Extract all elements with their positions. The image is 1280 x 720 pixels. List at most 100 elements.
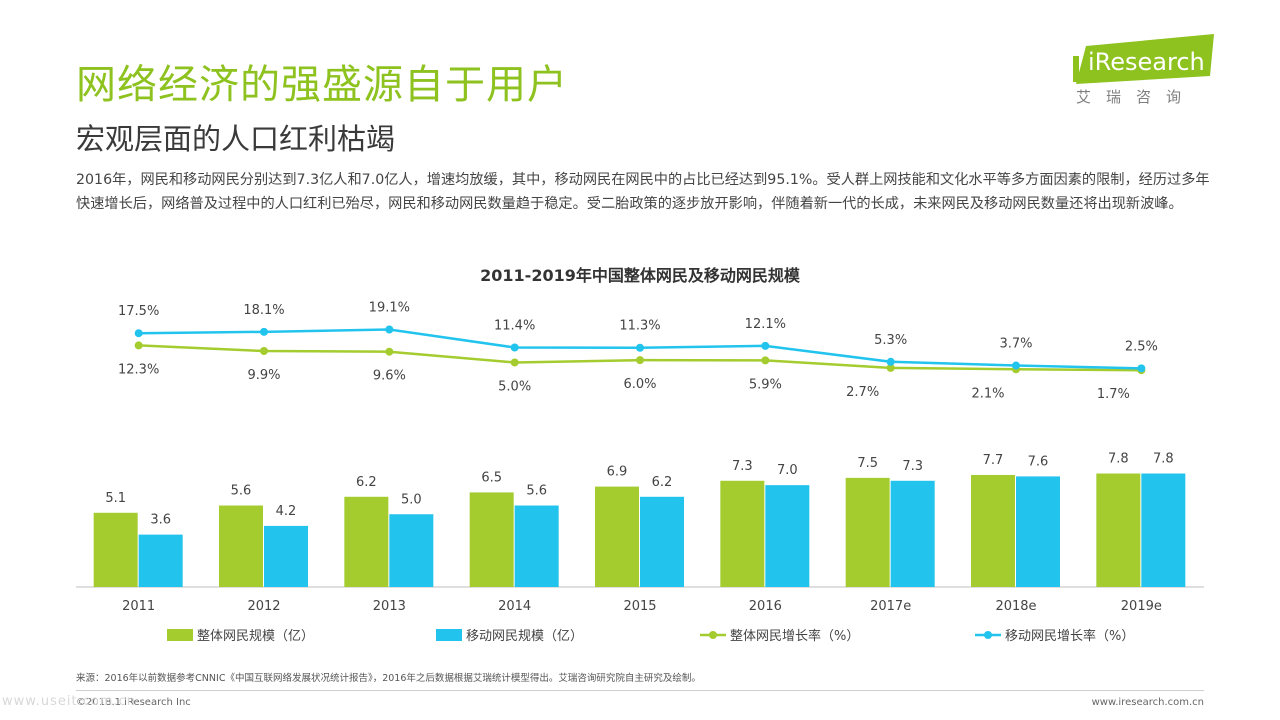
growth-rate-label: 17.5% [118, 304, 159, 319]
bar-value-label: 3.6 [150, 513, 171, 528]
line-point-mobile [761, 341, 770, 350]
growth-rate-label: 6.0% [623, 377, 656, 392]
source-note: 来源：2016年以前数据参考CNNIC《中国互联网络发展状况统计报告》，2016… [76, 673, 701, 684]
line-point-mobile [134, 329, 143, 338]
bar-mobile-2011 [138, 534, 183, 587]
x-tick-label: 2018e [995, 599, 1036, 614]
page-title: 网络经济的强盛源自于用户 [76, 62, 568, 108]
x-tick-label: 2017e [870, 599, 911, 614]
growth-rate-label: 5.0% [498, 379, 531, 394]
bar-mobile-2016 [765, 485, 810, 587]
bar-value-label: 7.3 [732, 459, 753, 474]
line-point-mobile [260, 327, 268, 336]
growth-rate-label: 11.4% [494, 319, 535, 334]
bar-mobile-2018e [1016, 476, 1060, 587]
legend-label: 移动网民增长率（%） [1005, 628, 1134, 644]
growth-rate-label: 5.3% [874, 333, 907, 348]
bar-mobile-2014 [514, 505, 559, 587]
bar-total-2015 [595, 486, 639, 587]
bar-mobile-2015 [640, 496, 684, 587]
bar-mobile-2012 [264, 525, 308, 587]
bar-value-label: 6.2 [356, 475, 377, 490]
line-point-mobile [636, 343, 644, 352]
x-tick-label: 2015 [623, 599, 656, 614]
line-point-total [385, 347, 394, 356]
bar-total-2014 [469, 492, 514, 587]
line-point-mobile [385, 325, 394, 334]
line-point-total [636, 356, 644, 365]
legend-marker-2 [709, 631, 717, 639]
iresearch-logo: iResearch [1073, 34, 1214, 84]
x-tick-label: 2016 [749, 599, 782, 614]
growth-rate-label: 19.1% [369, 300, 410, 315]
logo-subtext: 艾瑞咨询 [1076, 88, 1197, 106]
line-point-total [134, 341, 143, 350]
growth-rate-label: 2.1% [971, 386, 1004, 401]
bar-mobile-2019e [1141, 473, 1186, 587]
growth-rate-label: 3.7% [999, 337, 1032, 352]
x-tick-label: 2019e [1121, 599, 1162, 614]
page-subtitle: 宏观层面的人口红利枯竭 [76, 122, 396, 156]
legend-swatch-0 [167, 629, 193, 641]
growth-rate-label: 2.5% [1125, 339, 1158, 354]
legend-swatch-1 [436, 629, 462, 641]
line-point-mobile [1012, 361, 1020, 370]
bar-value-label: 5.6 [526, 484, 547, 499]
bar-total-2016 [720, 480, 765, 587]
bar-value-label: 5.1 [105, 491, 126, 506]
growth-rate-label: 11.3% [619, 319, 660, 334]
growth-rate-label: 12.3% [118, 362, 159, 377]
growth-rate-label: 1.7% [1097, 387, 1130, 402]
footer-divider [76, 690, 1204, 691]
growth-rate-label: 9.6% [373, 369, 406, 384]
line-point-total [510, 358, 519, 367]
growth-rate-label: 5.9% [749, 377, 782, 392]
copyright: ©2018.1 iResearch Inc [76, 697, 191, 708]
bar-total-2018e [971, 474, 1015, 587]
line-point-total [886, 363, 895, 372]
bar-value-label: 6.9 [607, 465, 628, 480]
bar-value-label: 5.0 [401, 492, 422, 507]
bar-value-label: 7.8 [1108, 452, 1129, 467]
legend-label: 移动网民规模（亿） [466, 629, 583, 644]
website-link[interactable]: www.iresearch.com.cn [1091, 697, 1204, 708]
bar-total-2011 [93, 512, 138, 587]
chart-title: 2011-2019年中国整体网民及移动网民规模 [480, 266, 800, 285]
watermark: www.useit.com.cn [2, 694, 136, 709]
bar-total-2017e [845, 477, 890, 587]
legend-label: 整体网民规模（亿） [197, 629, 314, 644]
bar-value-label: 7.8 [1153, 452, 1174, 467]
x-tick-label: 2012 [247, 599, 280, 614]
line-point-mobile [886, 357, 895, 366]
legend-label: 整体网民增长率（%） [730, 628, 859, 644]
line-point-total [260, 347, 268, 356]
growth-rate-label: 18.1% [243, 303, 284, 318]
line-point-mobile [510, 343, 519, 352]
bar-value-label: 7.3 [902, 459, 923, 474]
bar-value-label: 4.2 [276, 504, 297, 519]
x-tick-label: 2011 [122, 599, 155, 614]
bar-value-label: 7.0 [777, 463, 798, 478]
x-tick-label: 2013 [373, 599, 406, 614]
bar-value-label: 7.6 [1028, 454, 1049, 469]
bar-value-label: 6.5 [481, 470, 502, 485]
bar-total-2019e [1096, 473, 1141, 587]
bar-total-2013 [344, 496, 389, 587]
bar-value-label: 7.5 [857, 456, 878, 471]
legend-marker-3 [984, 631, 992, 639]
line-point-total [761, 356, 770, 365]
growth-rate-label: 9.9% [247, 368, 280, 383]
growth-rate-label: 12.1% [745, 317, 786, 332]
growth-rate-label: 2.7% [846, 385, 879, 400]
description-paragraph: 2016年，网民和移动网民分别达到7.3亿人和7.0亿人，增速均放缓，其中，移动… [76, 172, 1210, 212]
bar-value-label: 5.6 [231, 484, 252, 499]
bar-mobile-2013 [389, 514, 434, 587]
bar-mobile-2017e [890, 480, 935, 587]
bar-value-label: 6.2 [652, 475, 673, 490]
line-point-mobile [1137, 364, 1146, 373]
chart-area: 5.1 5.6 6.2 6.5 6.9 7.3 7.5 7.7 7.8 3.6 4.2 5.0 5.6 6… [76, 300, 1204, 644]
bar-total-2012 [219, 505, 263, 587]
bar-value-label: 7.7 [983, 453, 1004, 468]
x-tick-label: 2014 [498, 599, 531, 614]
logo-wordmark: iResearch [1088, 48, 1205, 76]
